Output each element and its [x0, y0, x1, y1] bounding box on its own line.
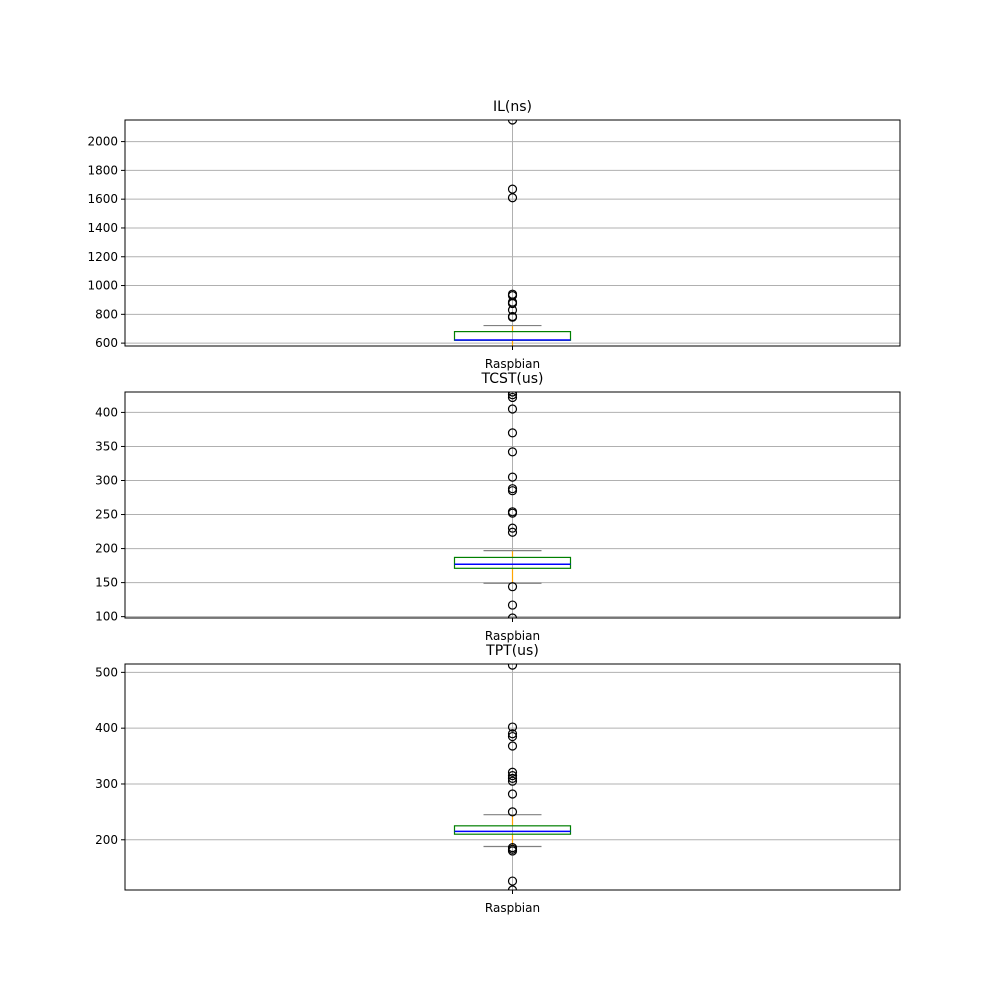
outlier-point [507, 842, 518, 853]
iqr-box [453, 556, 572, 569]
chart-panel-3: 200 300 400 500 Raspbian TPT(us) [95, 643, 901, 915]
y-tick-label: 300 [95, 777, 118, 791]
y-tick-label: 200 [95, 833, 118, 847]
plot-area [125, 392, 900, 618]
y-tick-label: 600 [95, 336, 118, 350]
outlier-point [507, 472, 518, 482]
y-tick-label: 250 [95, 508, 118, 522]
chart-title: IL(ns) [493, 99, 532, 115]
chart-panel-2: 100 150 200 250 300 350 400 Raspbian TCST(us) [95, 371, 901, 643]
outlier-point [507, 484, 518, 494]
outlier-point [507, 289, 518, 299]
outlier-point [507, 447, 518, 457]
chart-title: TPT(us) [485, 643, 539, 659]
outlier-point [507, 392, 518, 403]
outlier-point [507, 523, 518, 533]
y-tick-label: 300 [95, 473, 118, 487]
x-tick-label: Raspbian [485, 629, 540, 643]
outlier-point [507, 120, 518, 125]
y-tick-label: 1000 [87, 279, 118, 293]
outlier-point [507, 613, 518, 618]
y-tick-label: 1800 [87, 163, 118, 177]
y-tick-label: 350 [95, 439, 118, 453]
outlier-point [507, 731, 518, 742]
outlier-point [507, 767, 518, 777]
x-tick-label: Raspbian [485, 901, 540, 915]
outlier-point [507, 885, 518, 890]
outlier-point [507, 771, 518, 781]
y-tick-label: 200 [95, 542, 118, 556]
x-tick-label: Raspbian [485, 357, 540, 371]
outlier-point [507, 311, 518, 322]
outlier-point [507, 664, 518, 670]
y-tick-label: 150 [95, 576, 118, 590]
y-tick-label: 800 [95, 307, 118, 321]
y-tick-label: 1400 [87, 221, 118, 235]
outlier-point [507, 773, 518, 783]
outlier-point [507, 741, 518, 751]
y-tick-label: 1600 [87, 192, 118, 206]
y-tick-label: 1200 [87, 250, 118, 264]
y-tick-label: 400 [95, 405, 118, 419]
y-tick-label: 400 [95, 721, 118, 735]
outlier-point [507, 404, 518, 414]
outlier-point [507, 582, 518, 592]
y-tick-label: 2000 [87, 135, 118, 149]
outlier-point [507, 600, 518, 610]
outlier-point [507, 184, 518, 194]
plot-area [125, 664, 900, 890]
y-tick-label: 500 [95, 665, 118, 679]
iqr-box [453, 825, 572, 835]
chart-panel-1: 600 800 1000 1200 1400 1600 1800 2000 Raspbian IL… [87, 99, 901, 371]
outlier-point [507, 729, 518, 739]
outlier-point [507, 527, 518, 537]
y-tick-label: 100 [95, 610, 118, 624]
outlier-point [507, 722, 518, 732]
outlier-point [507, 193, 518, 203]
outlier-point [507, 428, 518, 438]
outlier-point [507, 392, 518, 400]
plot-area [125, 120, 900, 346]
outlier-point [507, 807, 518, 817]
outlier-point [507, 789, 518, 799]
chart-title: TCST(us) [480, 371, 543, 387]
outlier-point [507, 776, 518, 786]
outlier-point [507, 392, 518, 397]
outlier-point [507, 507, 518, 517]
outlier-point [507, 876, 518, 886]
